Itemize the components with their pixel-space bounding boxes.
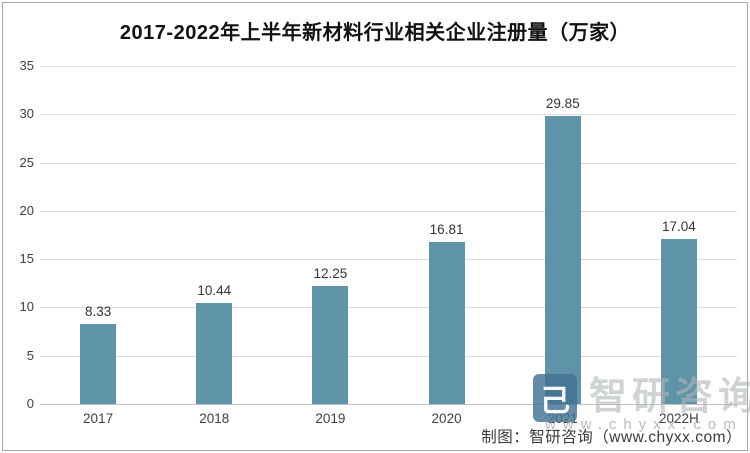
y-tick-label: 15 — [19, 251, 34, 267]
watermark: 己 智研咨询 — [533, 374, 750, 422]
bar-value-label: 8.33 — [84, 303, 112, 319]
x-tick-label-2019: 2019 — [315, 411, 346, 426]
x-tick-label-2018: 2018 — [199, 411, 230, 426]
bar-value-label: 16.81 — [429, 221, 464, 237]
gridline — [40, 355, 737, 357]
y-tick-label: 35 — [19, 58, 34, 73]
bar-2017 — [80, 323, 117, 404]
bar-2022H — [660, 239, 697, 404]
y-tick-label: 5 — [26, 347, 34, 363]
x-tick-label-2020: 2020 — [431, 411, 462, 426]
y-tick-label: 30 — [19, 106, 34, 122]
gridline — [40, 66, 737, 67]
footer-credit: 制图：智研咨询（www.chyxx.com） — [481, 429, 742, 446]
y-tick-label: 0 — [26, 396, 34, 411]
gridline — [40, 307, 737, 309]
watermark-url-text: www.chyxx.com — [545, 416, 743, 433]
bar-value-label: 12.25 — [313, 265, 348, 281]
y-tick-label: 20 — [19, 202, 34, 218]
chart-title: 2017-2022年上半年新材料行业相关企业注册量（万家） — [119, 22, 631, 44]
gridline — [40, 259, 737, 261]
bar-value-label: 10.44 — [197, 283, 232, 299]
gridline — [40, 114, 737, 116]
y-tick-label: 25 — [19, 154, 34, 170]
x-tick-label-2017: 2017 — [83, 411, 114, 426]
zhiyan-logo-icon: 己 — [533, 374, 577, 422]
bar-value-label: 29.85 — [545, 95, 580, 111]
bar-2019 — [312, 285, 349, 404]
gridline — [40, 162, 737, 164]
x-axis-line — [40, 404, 737, 405]
watermark-brand-text: 智研咨询 — [589, 376, 750, 418]
bar-2018 — [196, 303, 233, 404]
bar-value-label: 17.04 — [662, 219, 696, 235]
bar-2020 — [428, 241, 465, 404]
y-tick-label: 10 — [19, 299, 34, 315]
gridline — [40, 210, 737, 212]
bar-2021 — [544, 115, 581, 404]
x-tick-label-2022H: 2022H — [659, 411, 699, 426]
plot-area: 0 5 10 15 20 25 30 35 8.33 2017 10.44 2018 12.25 2019… — [20, 58, 737, 426]
